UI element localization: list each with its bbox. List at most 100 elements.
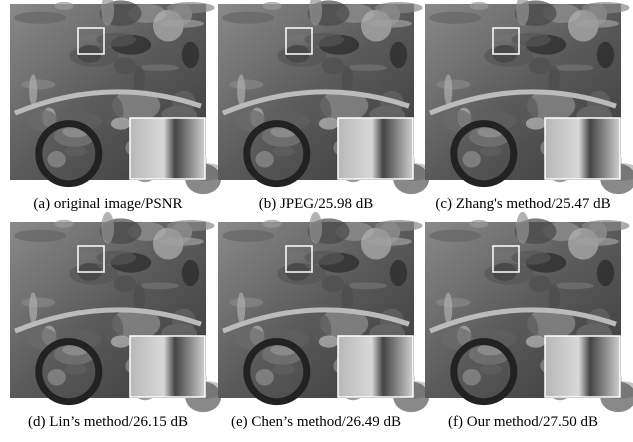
photo-texture: [138, 64, 179, 71]
panel: (c) Zhang's method/25.47 dB: [425, 0, 633, 212]
photo-texture: [582, 2, 630, 13]
caption: (c) Zhang's method/25.47 dB: [435, 196, 610, 212]
photo-texture: [516, 212, 529, 244]
photo-texture: [255, 151, 273, 167]
panel: (e) Chen’s method/26.49 dB: [218, 212, 433, 430]
photo-texture: [529, 275, 552, 292]
photo-texture: [436, 80, 470, 90]
photo-texture: [134, 284, 145, 312]
caption: (a) original image/PSNR: [33, 196, 182, 212]
photo-texture: [479, 146, 502, 156]
photo-texture: [597, 42, 614, 68]
photo-texture: [96, 33, 136, 47]
photo-texture: [29, 74, 37, 106]
photo-texture: [597, 260, 614, 286]
photo-texture: [182, 260, 199, 286]
photo-texture: [114, 275, 137, 292]
photo-texture: [64, 364, 87, 374]
photo-texture: [342, 284, 353, 312]
caption: (e) Chen’s method/26.49 dB: [231, 414, 401, 430]
photo-texture: [375, 2, 423, 13]
photo-texture: [444, 74, 452, 106]
photo-texture: [160, 19, 204, 27]
photo-texture: [167, 2, 215, 13]
photo-texture: [47, 151, 65, 167]
panel: (a) original image/PSNR: [10, 0, 225, 212]
photo-texture: [444, 292, 452, 324]
zoom-inset: [338, 336, 413, 397]
photo-texture: [553, 282, 594, 289]
photo-texture: [462, 369, 480, 385]
photo-texture: [368, 237, 412, 245]
photo-texture: [160, 237, 204, 245]
photo-texture: [134, 66, 145, 94]
photo-texture: [263, 2, 282, 10]
photo-texture: [237, 74, 245, 106]
photo-texture: [319, 117, 339, 129]
photo-texture: [479, 364, 502, 374]
photo-texture: [526, 117, 546, 129]
photo-texture: [21, 80, 55, 90]
photo-texture: [342, 66, 353, 94]
photo-texture: [470, 220, 489, 228]
photo-texture: [462, 151, 480, 167]
zoom-inset: [338, 118, 413, 179]
photo-texture: [255, 369, 273, 385]
photo-texture: [470, 2, 489, 10]
photo-texture: [272, 364, 295, 374]
zoom-inset: [130, 336, 205, 397]
photo-texture: [553, 64, 594, 71]
zoom-inset: [130, 118, 205, 179]
photo-texture: [14, 12, 66, 24]
photo-texture: [229, 298, 263, 308]
photo-texture: [114, 57, 137, 74]
photo-texture: [322, 57, 345, 74]
photo-texture: [390, 260, 407, 286]
photo-texture: [237, 292, 245, 324]
photo-texture: [64, 146, 87, 156]
photo-texture: [368, 19, 412, 27]
photo-texture: [55, 2, 74, 10]
photo-texture: [549, 66, 560, 94]
photo-texture: [429, 230, 481, 242]
photo-texture: [582, 220, 630, 231]
photo-texture: [222, 12, 274, 24]
photo-texture: [47, 369, 65, 385]
photo-texture: [272, 146, 295, 156]
photo-texture: [304, 33, 344, 47]
photo-texture: [182, 42, 199, 68]
photo-texture: [436, 298, 470, 308]
photo-texture: [167, 220, 215, 231]
photo-texture: [14, 230, 66, 242]
caption: (f) Our method/27.50 dB: [448, 414, 598, 430]
photo-texture: [263, 220, 282, 228]
photo-texture: [319, 335, 339, 347]
panel: (b) JPEG/25.98 dB: [218, 0, 433, 212]
photo-texture: [529, 57, 552, 74]
photo-texture: [511, 33, 551, 47]
photo-texture: [304, 251, 344, 265]
photo-texture: [222, 230, 274, 242]
photo-texture: [575, 19, 619, 27]
photo-texture: [575, 237, 619, 245]
photo-texture: [111, 117, 131, 129]
photo-texture: [346, 282, 387, 289]
photo-texture: [21, 298, 55, 308]
photo-texture: [111, 335, 131, 347]
photo-texture: [229, 80, 263, 90]
caption: (d) Lin’s method/26.15 dB: [28, 414, 188, 430]
photo-texture: [511, 251, 551, 265]
photo-texture: [346, 64, 387, 71]
photo-texture: [101, 212, 114, 244]
photo-texture: [29, 292, 37, 324]
photo-texture: [55, 220, 74, 228]
photo-texture: [309, 212, 322, 244]
caption: (b) JPEG/25.98 dB: [259, 196, 374, 212]
photo-texture: [526, 335, 546, 347]
photo-texture: [138, 282, 179, 289]
zoom-inset: [545, 336, 620, 397]
figure: (a) original image/PSNR (b) JPEG/25.98 dB…: [0, 0, 633, 437]
photo-texture: [375, 220, 423, 231]
photo-texture: [429, 12, 481, 24]
panel: (d) Lin’s method/26.15 dB: [10, 212, 225, 430]
